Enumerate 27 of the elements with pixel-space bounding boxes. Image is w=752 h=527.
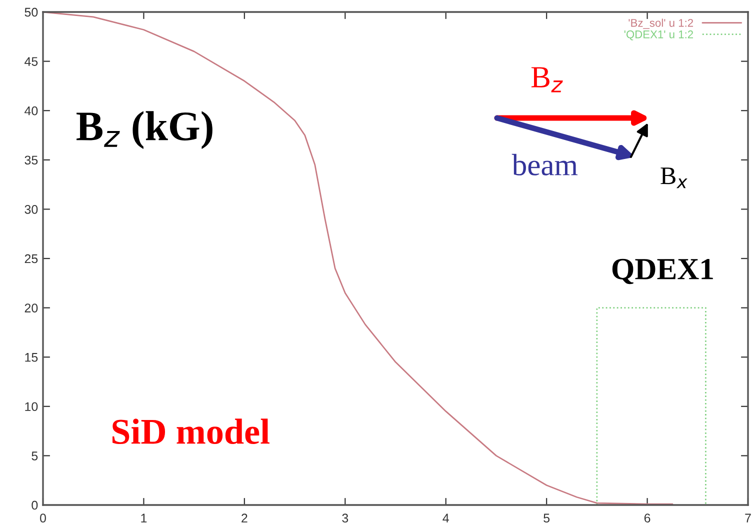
annotation: B$_{x}$ bbox=[660, 168, 688, 188]
y-tick-label: 50 bbox=[24, 8, 38, 17]
y-tick-label: 30 bbox=[24, 205, 38, 214]
y-tick-label: 35 bbox=[24, 156, 38, 165]
x-tick-label: 0 bbox=[40, 514, 46, 523]
y-tick-label: 10 bbox=[25, 402, 38, 412]
annotation: beam bbox=[512, 154, 578, 176]
x-tick-label: 3 bbox=[342, 514, 348, 523]
annotation: QDEX1 bbox=[612, 258, 713, 284]
annotation: SiD model bbox=[112, 418, 270, 444]
y-tick-label: 45 bbox=[24, 57, 38, 66]
x-tick-label: 7 bbox=[745, 514, 751, 522]
y-tick-label: 20 bbox=[24, 304, 38, 312]
y-tick-label: 25 bbox=[24, 254, 38, 264]
y-tick-label: 5 bbox=[32, 452, 38, 460]
annotation: B$_{z}$ (kG) bbox=[76, 111, 212, 149]
x-tick-label: 4 bbox=[442, 514, 449, 522]
legend-label: 'QDEX1' u 1:2 bbox=[624, 30, 693, 40]
y-tick-label: 40 bbox=[24, 106, 38, 116]
x-tick-label: 5 bbox=[544, 514, 550, 523]
x-tick-label: 6 bbox=[644, 514, 650, 523]
annotation: B$_{z}$ bbox=[531, 67, 563, 92]
x-tick-label: 2 bbox=[242, 514, 248, 522]
y-tick-label: 0 bbox=[32, 500, 38, 510]
x-tick-label: 1 bbox=[141, 514, 147, 522]
y-tick-label: 15 bbox=[25, 353, 38, 362]
legend-label: 'Bz_sol' u 1:2 bbox=[628, 18, 693, 29]
